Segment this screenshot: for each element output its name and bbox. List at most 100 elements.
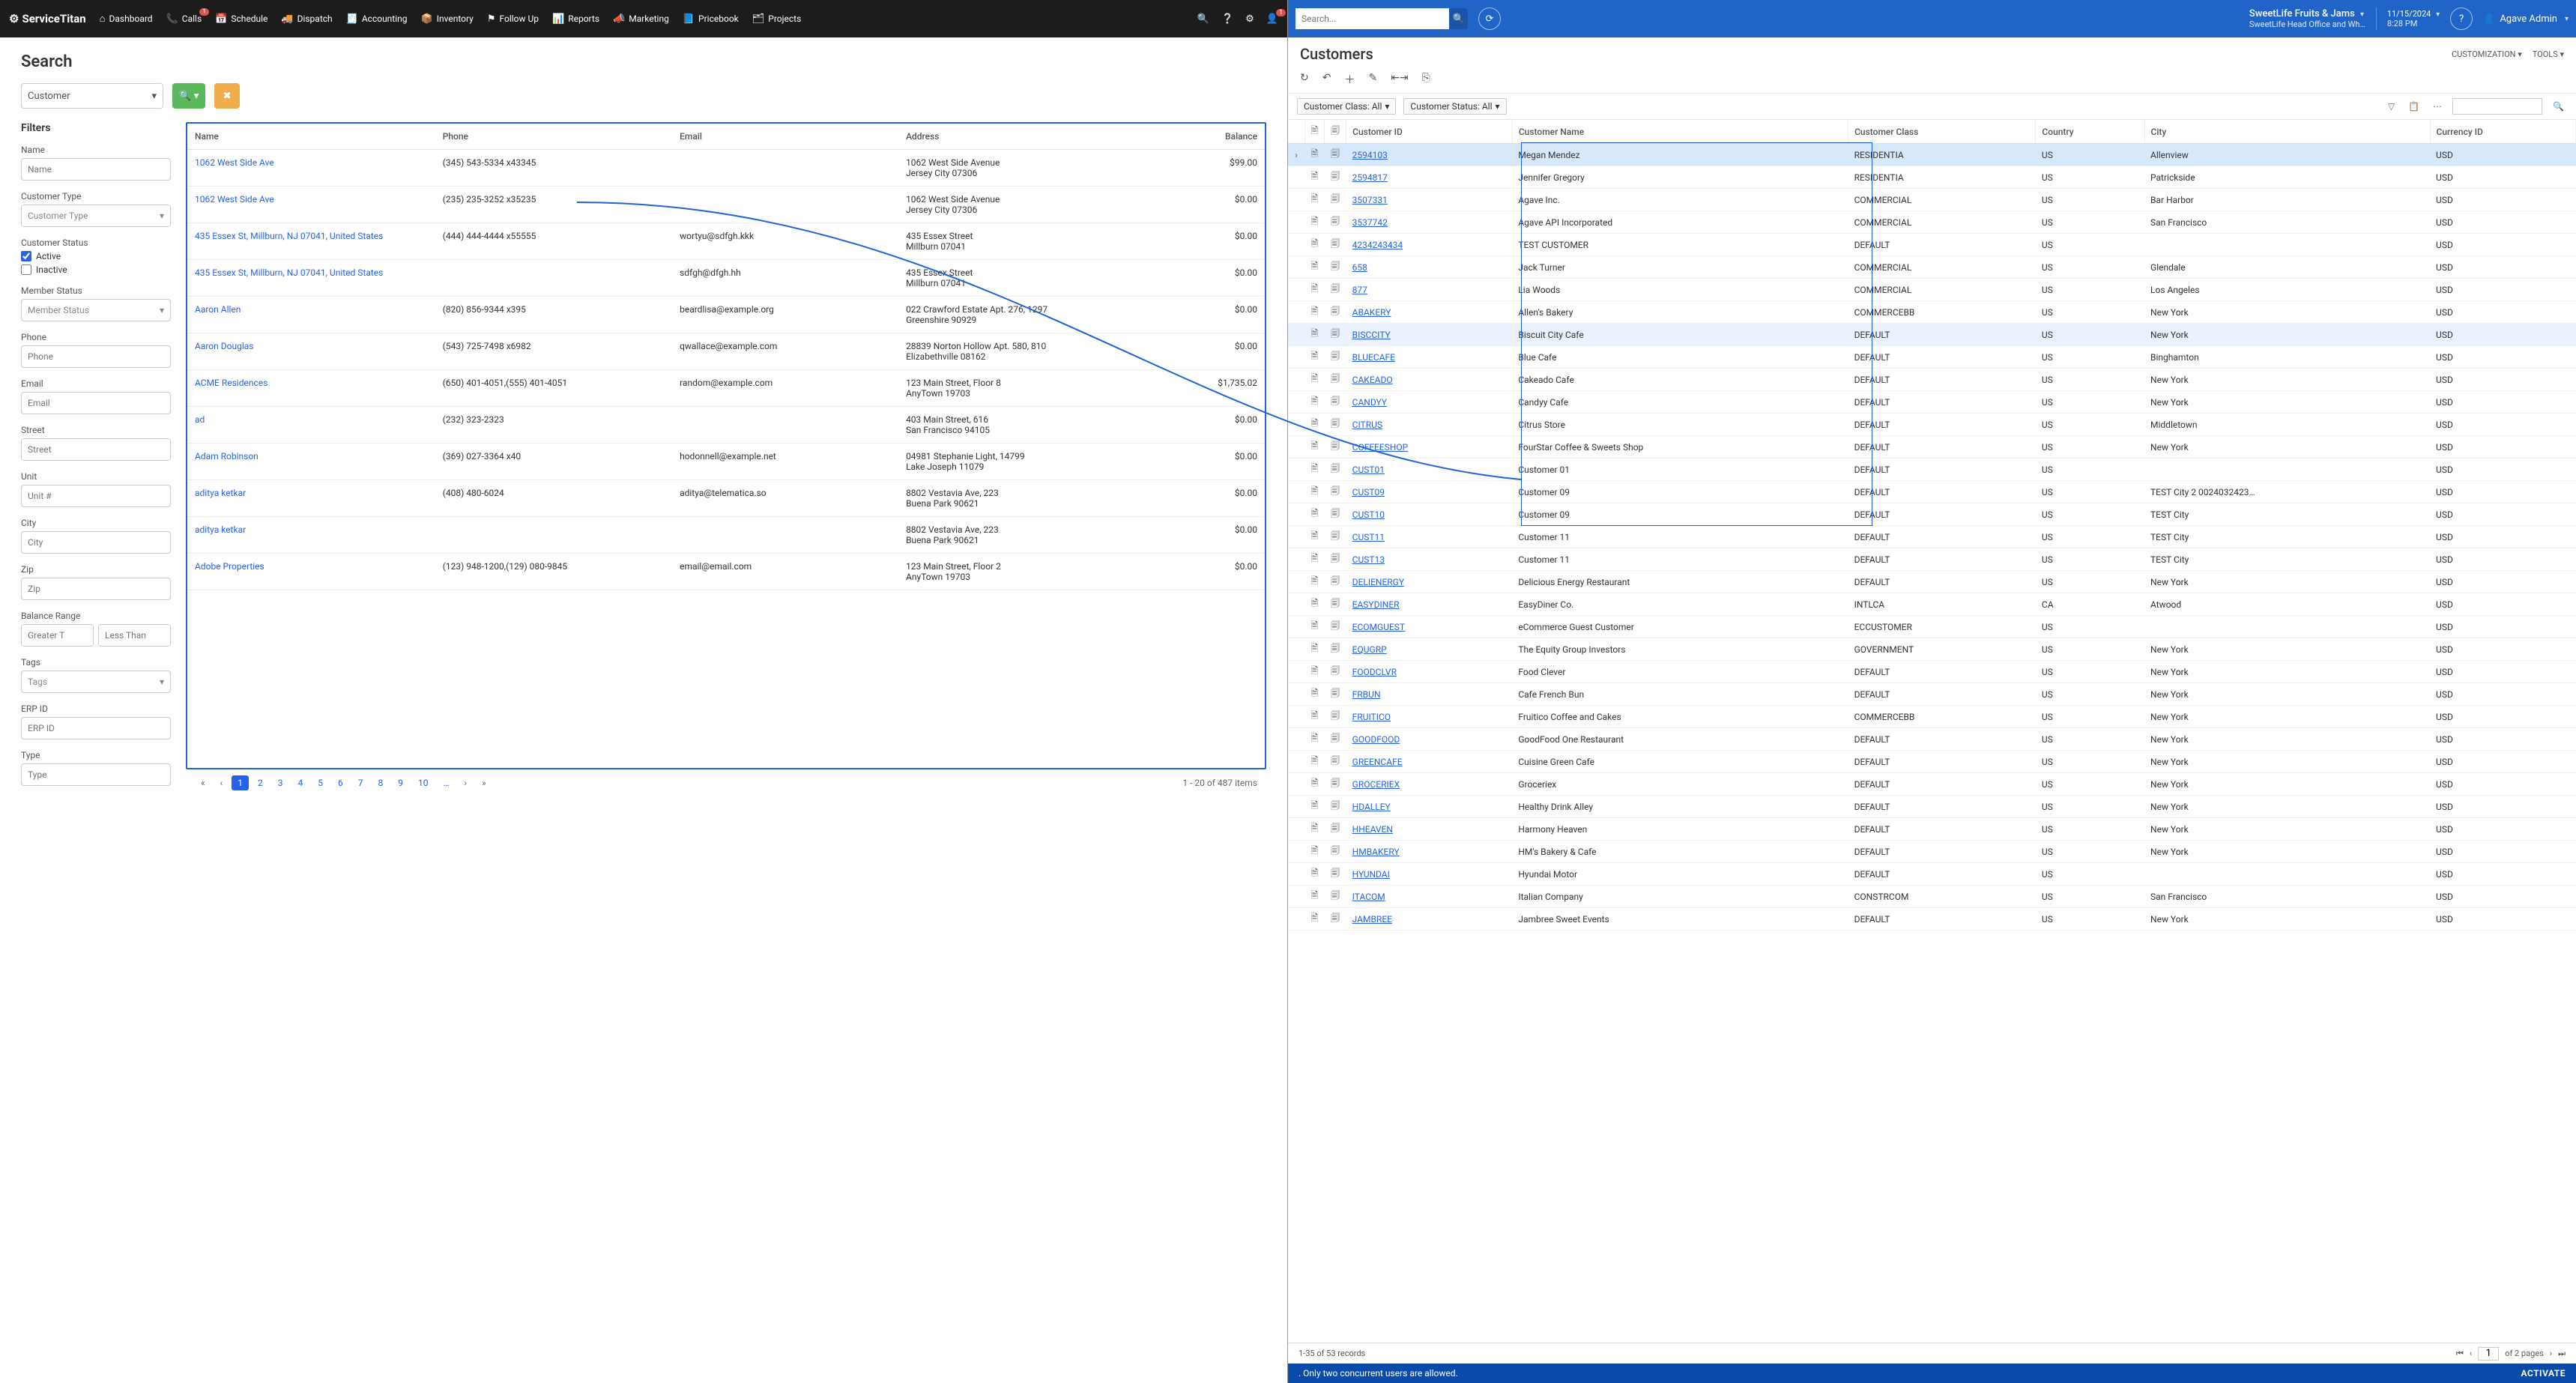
tenant-selector[interactable]: SweetLife Fruits & Jams ▾ SweetLife Head… <box>2249 8 2365 30</box>
page-2[interactable]: 2 <box>252 775 269 790</box>
page-input[interactable] <box>2478 1347 2499 1361</box>
ac-row[interactable]: 🗎🗐JAMBREEJambree Sweet EventsDEFAULTUSNe… <box>1288 908 2576 930</box>
ac-row[interactable]: 🗎🗐658Jack TurnerCOMMERCIALUSGlendaleUSD <box>1288 256 2576 279</box>
ac-row[interactable]: 🗎🗐FRUITICOFruitico Coffee and CakesCOMME… <box>1288 706 2576 728</box>
ac-row[interactable]: 🗎🗐ITACOMItalian CompanyCONSTRCOMUSSan Fr… <box>1288 886 2576 908</box>
ac-row[interactable]: 🗎🗐DELIENERGYDelicious Energy RestaurantD… <box>1288 571 2576 593</box>
filter-icon[interactable]: ▽ <box>2385 101 2398 112</box>
balance-gt-input[interactable] <box>21 624 94 647</box>
col-name[interactable]: Name <box>187 124 435 150</box>
ac-row[interactable]: 🗎🗐GROCERIEXGroceriexDEFAULTUSNew YorkUSD <box>1288 773 2576 796</box>
clear-button[interactable]: ✖ <box>214 83 240 109</box>
entity-select[interactable]: Customer▾ <box>21 83 163 109</box>
nav-pricebook[interactable]: 📘Pricebook <box>683 13 739 25</box>
col-email[interactable]: Email <box>672 124 898 150</box>
nav-calls[interactable]: 📞Calls1 <box>166 13 202 25</box>
ac-row[interactable]: 🗎🗐HYUNDAIHyundai MotorDEFAULTUSUSD <box>1288 863 2576 886</box>
ac-row[interactable]: 🗎🗐ECOMGUESTeCommerce Guest CustomerECCUS… <box>1288 616 2576 638</box>
ac-row[interactable]: 🗎🗐2594817Jennifer GregoryRESIDENTIAUSPat… <box>1288 166 2576 189</box>
gear-icon[interactable]: ⚙ <box>1245 13 1254 25</box>
table-row[interactable]: ACME Residences(650) 401-4051,(555) 401-… <box>187 370 1265 407</box>
ac-row[interactable]: 🗎🗐CANDYYCandyy CafeDEFAULTUSNew YorkUSD <box>1288 391 2576 414</box>
ac-row[interactable]: 🗎🗐FOODCLVRFood CleverDEFAULTUSNew YorkUS… <box>1288 661 2576 683</box>
ac-row[interactable]: 🗎🗐HMBAKERYHM's Bakery & CafeDEFAULTUSNew… <box>1288 841 2576 863</box>
customization-menu[interactable]: CUSTOMIZATION ▾ <box>2452 49 2522 59</box>
refresh-icon[interactable]: ⟳ <box>1478 7 1501 30</box>
ac-row[interactable]: 🗎🗐CUST10Customer 09DEFAULTUSTEST CityUSD <box>1288 503 2576 526</box>
ac-row[interactable]: ›🗎🗐2594103Megan MendezRESIDENTIAUSAllenv… <box>1288 144 2576 166</box>
table-row[interactable]: Aaron Allen(820) 856-9344 x395beardlisa@… <box>187 297 1265 333</box>
nav-dashboard[interactable]: ⌂Dashboard <box>100 13 153 25</box>
fit-icon[interactable]: ⇤⇥ <box>1391 72 1408 87</box>
page-7[interactable]: 7 <box>352 775 369 790</box>
undo-icon[interactable]: ↶ <box>1322 72 1331 87</box>
search-icon[interactable]: 🔍 <box>1197 13 1209 25</box>
page-…[interactable]: … <box>438 775 456 790</box>
grid-search-input[interactable] <box>2452 98 2542 115</box>
customer-class-filter[interactable]: Customer Class: All ▾ <box>1297 98 1396 115</box>
table-row[interactable]: 1062 West Side Ave(235) 235-3252 x352351… <box>187 187 1265 223</box>
nav-follow-up[interactable]: ⚑Follow Up <box>487 13 539 25</box>
ac-search[interactable]: 🔍 <box>1295 8 1468 29</box>
zip-input[interactable] <box>21 578 171 600</box>
ac-row[interactable]: 🗎🗐GREENCAFECuisine Green CafeDEFAULTUSNe… <box>1288 751 2576 773</box>
tools-menu[interactable]: TOOLS ▾ <box>2533 49 2564 59</box>
nav-dispatch[interactable]: 🚚Dispatch <box>281 13 332 25</box>
tags-select[interactable]: Tags▾ <box>21 671 171 693</box>
page-«[interactable]: « <box>195 775 211 790</box>
ac-row[interactable]: 🗎🗐EASYDINEREasyDiner Co.INTLCACAAtwoodUS… <box>1288 593 2576 616</box>
ac-row[interactable]: 🗎🗐BISCCITYBiscuit City CafeDEFAULTUSNew … <box>1288 324 2576 346</box>
help-icon[interactable]: ❔ <box>1221 13 1233 25</box>
street-input[interactable] <box>21 438 171 461</box>
col-address[interactable]: Address <box>898 124 1135 150</box>
type-input[interactable] <box>21 763 171 786</box>
ac-col-customer-class[interactable]: Customer Class <box>1848 120 2036 144</box>
nav-marketing[interactable]: 📣Marketing <box>613 13 669 25</box>
user-menu[interactable]: 👤 Agave Admin ▾ <box>2483 13 2569 25</box>
ac-row[interactable]: 🗎🗐ABAKERYAllen's BakeryCOMMERCEBBUSNew Y… <box>1288 301 2576 324</box>
member-status-select[interactable]: Member Status▾ <box>21 299 171 321</box>
ac-col-customer-id[interactable]: Customer ID <box>1346 120 1513 144</box>
help-icon[interactable]: ? <box>2450 7 2473 30</box>
nav-accounting[interactable]: 🧾Accounting <box>346 13 408 25</box>
ac-col-customer-name[interactable]: Customer Name <box>1512 120 1848 144</box>
edit-icon[interactable]: ✎ <box>1368 72 1377 87</box>
ac-row[interactable]: 🗎🗐4234243434TEST CUSTOMERDEFAULTUSUSD <box>1288 234 2576 256</box>
ac-row[interactable]: 🗎🗐CUST09Customer 09DEFAULTUSTEST City 2 … <box>1288 481 2576 503</box>
clipboard-icon[interactable]: 📋 <box>2405 101 2422 112</box>
search-button[interactable]: 🔍 ▾ <box>172 83 205 109</box>
unit-input[interactable] <box>21 485 171 507</box>
ac-row[interactable]: 🗎🗐877Lia WoodsCOMMERCIALUSLos AngelesUSD <box>1288 279 2576 301</box>
next-page-icon[interactable]: › <box>2550 1349 2552 1358</box>
col-balance[interactable]: Balance <box>1135 124 1265 150</box>
page-‹[interactable]: ‹ <box>214 775 229 790</box>
nav-reports[interactable]: 📊Reports <box>552 13 599 25</box>
table-row[interactable]: aditya ketkar(408) 480-6024aditya@telema… <box>187 480 1265 517</box>
name-input[interactable] <box>21 158 171 181</box>
nav-schedule[interactable]: 📅Schedule <box>215 13 267 25</box>
city-input[interactable] <box>21 531 171 554</box>
table-row[interactable]: 435 Essex St, Millburn, NJ 07041, United… <box>187 260 1265 297</box>
page-9[interactable]: 9 <box>392 775 409 790</box>
table-row[interactable]: aditya ketkar8802 Vestavia Ave, 223Buena… <box>187 517 1265 554</box>
ac-row[interactable]: 🗎🗐3507331Agave Inc.COMMERCIALUSBar Harbo… <box>1288 189 2576 211</box>
ac-row[interactable]: 🗎🗐CAKEADOCakeado CafeDEFAULTUSNew YorkUS… <box>1288 369 2576 391</box>
prev-page-icon[interactable]: ‹ <box>2470 1349 2472 1358</box>
ac-row[interactable]: 🗎🗐3537742Agave API IncorporatedCOMMERCIA… <box>1288 211 2576 234</box>
page-6[interactable]: 6 <box>332 775 349 790</box>
ac-row[interactable]: 🗎🗐CUST11Customer 11DEFAULTUSTEST CityUSD <box>1288 526 2576 548</box>
more-icon[interactable]: ⋯ <box>2430 101 2445 112</box>
nav-inventory[interactable]: 📦Inventory <box>421 13 474 25</box>
ac-row[interactable]: 🗎🗐HHEAVENHarmony HeavenDEFAULTUSNew York… <box>1288 818 2576 841</box>
page-5[interactable]: 5 <box>312 775 329 790</box>
table-row[interactable]: 1062 West Side Ave(345) 543-5334 x433451… <box>187 150 1265 187</box>
ac-row[interactable]: 🗎🗐COFFEESHOPFourStar Coffee & Sweets Sho… <box>1288 436 2576 459</box>
st-logo[interactable]: ⚙ ServiceTitan <box>9 12 86 25</box>
ac-search-input[interactable] <box>1295 8 1449 29</box>
export-icon[interactable]: ⎘ <box>1422 72 1430 87</box>
page-1[interactable]: 1 <box>232 775 249 790</box>
email-input[interactable] <box>21 392 171 414</box>
erp-input[interactable] <box>21 717 171 739</box>
first-page-icon[interactable]: ⏮ <box>2456 1349 2464 1359</box>
ac-col-currency-id[interactable]: Currency ID <box>2430 120 2575 144</box>
